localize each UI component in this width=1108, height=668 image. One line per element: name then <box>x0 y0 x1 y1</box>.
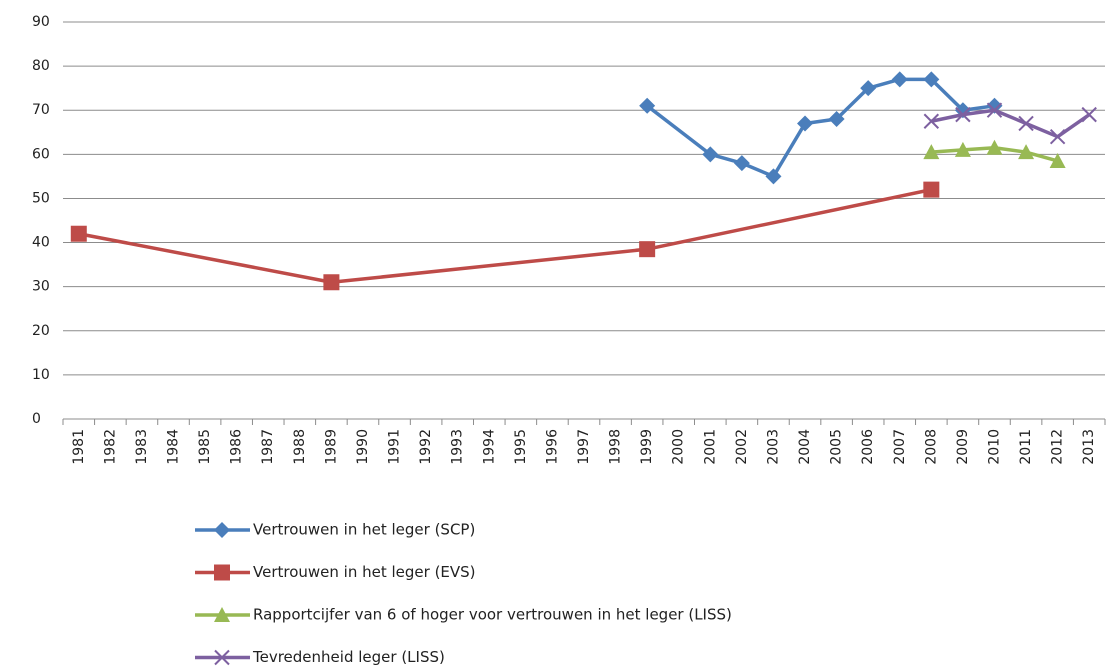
y-tick-label: 10 <box>32 367 50 383</box>
marker <box>955 106 971 123</box>
x-tick-label: 1999 <box>639 429 655 465</box>
x-tick-label: 1984 <box>166 429 182 465</box>
x-tick-label: 2010 <box>986 429 1002 465</box>
y-tick-label: 60 <box>32 146 50 162</box>
marker <box>1018 144 1035 160</box>
y-tick-label: 20 <box>32 323 50 339</box>
series-line <box>646 77 995 179</box>
marker <box>765 168 782 185</box>
marker <box>214 522 230 538</box>
marker <box>923 113 940 129</box>
marker <box>1049 152 1066 168</box>
x-tick-label: 1989 <box>323 429 339 465</box>
x-tick-label: 2006 <box>860 429 876 465</box>
x-tick-label: 2004 <box>797 429 813 465</box>
x-tick-label: 2007 <box>892 429 908 465</box>
x-tick-label: 2001 <box>702 429 718 465</box>
x-tick-label: 1987 <box>260 429 276 465</box>
marker <box>954 141 971 157</box>
x-tick-label: 1994 <box>481 429 497 465</box>
marker <box>214 607 230 622</box>
marker <box>986 102 1003 118</box>
x-tick-label: 1995 <box>513 429 529 465</box>
x-tick-label: 2002 <box>734 429 750 465</box>
x-tick-label: 1985 <box>197 429 213 465</box>
x-tick-label: 2005 <box>829 429 845 465</box>
x-tick-label: 1988 <box>292 429 308 465</box>
legend-text: Vertrouwen in het leger (EVS) <box>253 563 476 581</box>
y-tick-label: 40 <box>32 235 50 251</box>
marker <box>733 155 750 172</box>
x-tick-label: 1998 <box>608 429 624 465</box>
y-tick-label: 0 <box>32 411 41 427</box>
x-tick-label: 2013 <box>1081 429 1097 465</box>
series-line <box>78 187 932 285</box>
marker <box>1049 128 1066 145</box>
x-tick-label: 1986 <box>229 429 245 465</box>
y-tick-label: 50 <box>32 190 50 206</box>
marker <box>923 181 940 198</box>
x-tick-label: 1992 <box>418 429 434 465</box>
y-tick-label: 70 <box>32 102 50 118</box>
series-line <box>930 108 1091 139</box>
x-tick-label: 2003 <box>765 429 781 465</box>
x-tick-label: 2009 <box>955 429 971 465</box>
marker <box>797 115 814 132</box>
marker <box>214 649 230 666</box>
x-tick-label: 1982 <box>102 429 118 465</box>
marker <box>828 111 845 128</box>
legend-text: Rapportcijfer van 6 of hoger voor vertro… <box>253 606 732 624</box>
marker <box>1018 115 1034 132</box>
x-tick-label: 1997 <box>576 429 592 465</box>
y-tick-label: 90 <box>32 14 50 30</box>
marker <box>891 71 908 88</box>
marker <box>1081 106 1097 123</box>
y-tick-label: 30 <box>32 279 50 295</box>
marker <box>923 144 940 160</box>
y-tick-label: 80 <box>32 58 50 74</box>
x-tick-label: 2008 <box>923 429 939 465</box>
x-tick-label: 2000 <box>671 429 687 465</box>
x-tick-label: 2011 <box>1018 429 1034 465</box>
x-tick-label: 1990 <box>355 429 371 465</box>
x-tick-label: 1993 <box>450 429 466 465</box>
marker <box>323 274 340 291</box>
marker <box>214 564 230 581</box>
marker <box>639 241 656 258</box>
marker <box>860 80 877 97</box>
legend-text: Tevredenheid leger (LISS) <box>252 648 445 666</box>
x-tick-label: 1981 <box>71 429 87 465</box>
marker <box>702 146 719 163</box>
x-tick-label: 2012 <box>1050 429 1066 465</box>
marker <box>70 225 87 242</box>
marker <box>639 97 656 114</box>
marker <box>923 71 940 88</box>
x-tick-label: 1996 <box>544 429 560 465</box>
marker <box>986 139 1003 155</box>
x-tick-label: 1991 <box>387 429 403 465</box>
x-tick-label: 1983 <box>134 429 150 465</box>
legend-text: Vertrouwen in het leger (SCP) <box>253 521 475 539</box>
